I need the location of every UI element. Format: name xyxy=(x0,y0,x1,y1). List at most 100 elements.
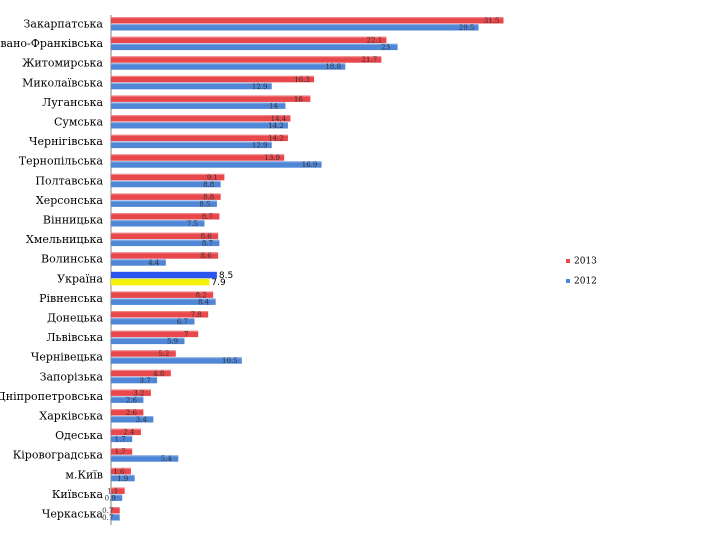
legend-label-2012: 2012 xyxy=(574,277,597,287)
data-label-2012: 29.5 xyxy=(459,24,475,32)
legend-swatch-2013 xyxy=(566,259,570,263)
data-label-2013: 1.1 xyxy=(107,487,118,495)
bar-highlight-2012 xyxy=(111,357,242,359)
data-label-2012: 12.9 xyxy=(252,142,268,150)
category-label: Тернопільська xyxy=(19,155,104,168)
bar-highlight-2013 xyxy=(111,428,141,430)
bar-highlight-2012 xyxy=(111,318,195,320)
category-label: Чернігівська xyxy=(29,135,103,148)
bar-highlight-2012 xyxy=(111,220,205,222)
data-label-2012: 0.7 xyxy=(102,514,113,522)
data-label-2013: 21.7 xyxy=(362,56,378,64)
category-label: Вінницька xyxy=(43,214,104,227)
bar-highlight-2013 xyxy=(111,311,209,313)
data-label-2012: 7.9 xyxy=(211,278,226,288)
bar-highlight-2013 xyxy=(111,369,171,371)
data-label-2012: 18.8 xyxy=(325,63,341,71)
bar-2012 xyxy=(111,141,272,149)
data-label-2013: 5.2 xyxy=(158,350,169,358)
data-label-2013: 2.4 xyxy=(123,429,135,437)
bar-2012 xyxy=(111,161,322,168)
data-label-2012: 5.4 xyxy=(161,455,173,463)
bar-highlight-2012 xyxy=(111,82,272,84)
bar-highlight-2012 xyxy=(111,455,179,457)
bar-2012 xyxy=(111,318,195,325)
category-label: Харківська xyxy=(39,410,103,423)
data-label-2013: 0.7 xyxy=(102,507,113,515)
bar-2013 xyxy=(111,95,311,102)
data-label-2012: 8.8 xyxy=(203,181,214,189)
bar-2012 xyxy=(111,200,217,207)
bar-highlight-2013 xyxy=(111,56,382,58)
data-label-2013: 8.7 xyxy=(202,213,213,221)
bar-2013 xyxy=(111,311,209,318)
category-label: Миколаївська xyxy=(22,76,103,89)
data-label-2012: 23 xyxy=(381,44,390,52)
bar-2012 xyxy=(111,514,120,521)
bar-highlight-2012 xyxy=(111,435,133,437)
bar-highlight-2012 xyxy=(111,63,346,65)
category-label: Херсонська xyxy=(36,194,104,207)
data-label-2013: 7.8 xyxy=(191,311,202,319)
bar-2013 xyxy=(111,389,151,396)
bar-2013 xyxy=(111,330,199,338)
data-label-2013: 3.2 xyxy=(133,389,144,397)
data-label-2012: 14 xyxy=(269,102,278,110)
data-label-2013: 14.4 xyxy=(271,115,287,123)
bar-2013 xyxy=(111,507,120,514)
bar-2013 xyxy=(111,448,133,455)
bar-highlight-2012 xyxy=(111,514,120,516)
bar-highlight-2013 xyxy=(111,213,220,215)
bar-2013 xyxy=(111,36,387,44)
bar-2013 xyxy=(111,232,219,240)
bar-2012 xyxy=(111,220,205,227)
bar-highlight-2013 xyxy=(111,507,120,509)
category-label: Одеська xyxy=(55,429,103,442)
data-label-2013: 8.5 xyxy=(219,271,233,281)
bar-highlight-2013 xyxy=(111,115,291,117)
category-label: Україна xyxy=(57,272,103,285)
bar-highlight-2012 xyxy=(111,102,286,104)
bar-highlight-2013 xyxy=(111,252,219,254)
bar-highlight-2013 xyxy=(111,389,151,391)
data-label-2013: 8.8 xyxy=(203,193,214,201)
data-label-2013: 1.6 xyxy=(113,468,125,476)
data-label-2012: 2.6 xyxy=(126,396,138,404)
legend-label-2013: 2013 xyxy=(574,257,597,267)
bar-2012 xyxy=(111,24,479,31)
data-label-2013: 16 xyxy=(294,95,303,103)
bar-highlight-2012 xyxy=(111,122,288,124)
category-label: Львівська xyxy=(46,331,103,344)
category-label: Полтавська xyxy=(35,174,103,187)
data-label-2012: 1.7 xyxy=(115,436,126,444)
bar-highlight-2013 xyxy=(111,173,225,175)
category-label: Донецька xyxy=(47,312,103,325)
bar-2013 xyxy=(111,17,504,24)
bar-2012 xyxy=(111,278,210,286)
bar-2012 xyxy=(111,474,135,482)
bar-highlight-2012 xyxy=(111,494,123,496)
data-label-2012: 8.5 xyxy=(199,200,210,208)
bars-layer xyxy=(111,17,504,521)
data-label-2013: 1.7 xyxy=(115,448,126,456)
bar-highlight-2012 xyxy=(111,376,158,378)
category-label: Кіровоградська xyxy=(13,449,104,462)
data-label-2013: 2.6 xyxy=(126,409,138,417)
bar-2012 xyxy=(111,102,286,109)
data-label-2013: 4.8 xyxy=(153,370,164,378)
bar-highlight-2013 xyxy=(111,448,133,450)
data-label-2012: 6.7 xyxy=(177,318,188,326)
bar-highlight-2013 xyxy=(111,193,221,195)
data-label-2013: 8.6 xyxy=(201,233,213,241)
category-label: Дніпропетровська xyxy=(0,390,103,403)
bar-2012 xyxy=(111,122,288,129)
bar-highlight-2012 xyxy=(111,161,322,163)
category-label: Івано-Франківська xyxy=(0,37,103,50)
bar-2013 xyxy=(111,467,131,475)
category-label: Чернівецька xyxy=(31,351,104,364)
bar-2012 xyxy=(111,298,216,305)
data-label-2013: 13.9 xyxy=(264,154,280,162)
data-label-2012: 10.5 xyxy=(222,357,238,365)
labels-layer: Закарпатська 31.5 29.5 Івано-Франківська 22.… xyxy=(0,17,499,522)
bar-highlight-2013 xyxy=(111,134,288,136)
